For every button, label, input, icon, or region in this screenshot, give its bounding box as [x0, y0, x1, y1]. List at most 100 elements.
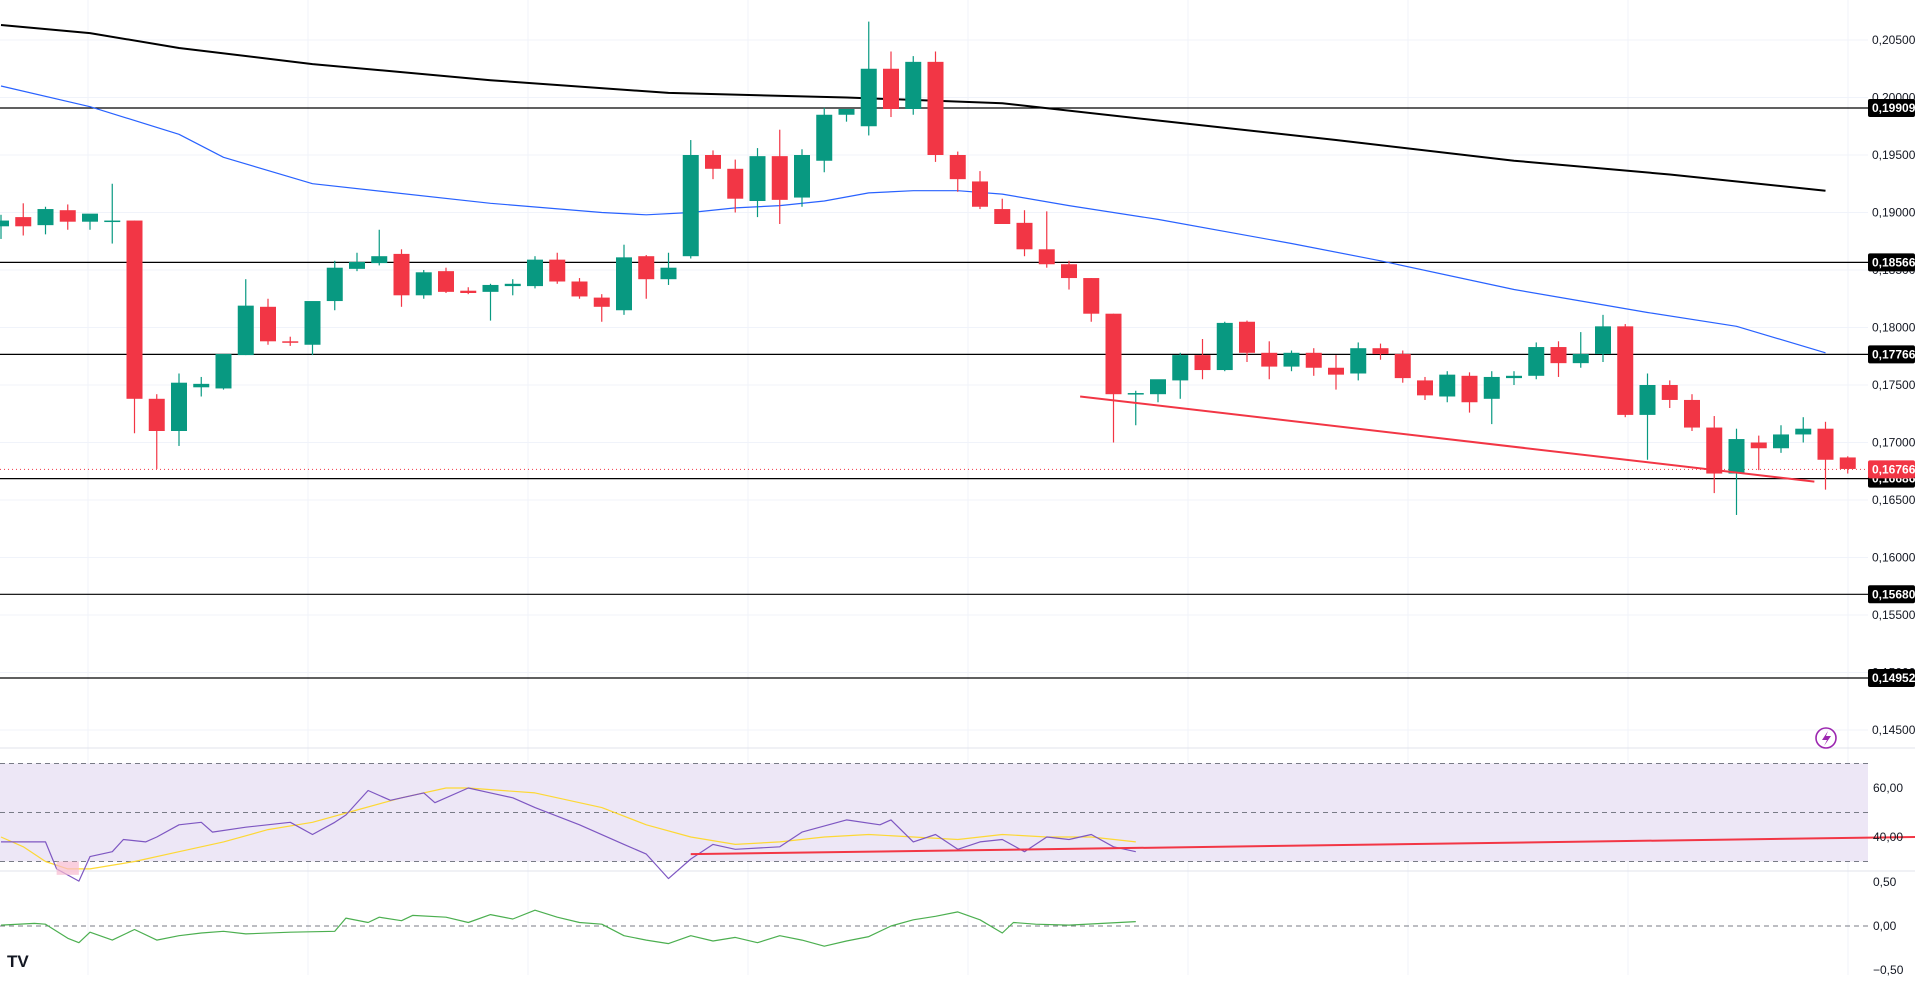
candle-down[interactable]: [126, 220, 143, 434]
candle-down[interactable]: [1016, 210, 1033, 257]
price-axis[interactable]: 0,205000,200000,195000,190000,185000,180…: [1868, 33, 1915, 977]
candle-body: [794, 155, 810, 198]
candle-down[interactable]: [1105, 313, 1122, 443]
candle-down[interactable]: [59, 204, 76, 230]
candle-body: [727, 168, 744, 199]
candle-up[interactable]: [37, 206, 54, 235]
oscillator-pane[interactable]: [0, 909, 1868, 947]
candle-down[interactable]: [1372, 343, 1389, 360]
candle-up[interactable]: [504, 279, 521, 296]
candle-down[interactable]: [549, 252, 566, 284]
lightning-icon[interactable]: [1815, 727, 1837, 749]
level-label: 0,15680: [1872, 587, 1915, 601]
candle-up[interactable]: [1283, 350, 1300, 372]
candle-up[interactable]: [1572, 332, 1589, 368]
candle-body: [193, 383, 210, 388]
candle-up[interactable]: [1506, 371, 1522, 385]
candle-up[interactable]: [527, 256, 543, 289]
candle-up[interactable]: [616, 244, 632, 315]
candle-down[interactable]: [1305, 348, 1322, 376]
candle-body: [1328, 367, 1344, 375]
candle-up[interactable]: [682, 140, 699, 259]
candle-body: [0, 220, 9, 227]
candle-up[interactable]: [1172, 352, 1189, 399]
candle-down[interactable]: [1328, 355, 1344, 390]
candle-down[interactable]: [148, 394, 165, 469]
candle-down[interactable]: [1706, 416, 1723, 494]
candle-down[interactable]: [571, 278, 588, 299]
candle-up[interactable]: [1350, 342, 1367, 381]
candle-down[interactable]: [638, 255, 655, 299]
candle-up[interactable]: [104, 183, 121, 244]
candle-down[interactable]: [1038, 211, 1055, 268]
candle-up[interactable]: [215, 353, 232, 390]
candle-down[interactable]: [1839, 456, 1856, 474]
candle-down[interactable]: [15, 203, 32, 236]
candle-up[interactable]: [371, 229, 388, 266]
candle-down[interactable]: [883, 51, 899, 118]
candle-down[interactable]: [1261, 341, 1278, 380]
candle-down[interactable]: [771, 129, 788, 224]
candle-up[interactable]: [1439, 371, 1456, 403]
candle-up[interactable]: [482, 283, 499, 321]
candle-down[interactable]: [1617, 324, 1634, 418]
candle-up[interactable]: [237, 279, 254, 356]
candle-up[interactable]: [1595, 314, 1611, 362]
candle-up[interactable]: [1528, 342, 1545, 380]
candle-down[interactable]: [1239, 320, 1255, 362]
tradingview-logo-icon[interactable]: TV: [7, 952, 29, 971]
candle-down[interactable]: [1394, 350, 1411, 383]
candle-down[interactable]: [1461, 372, 1478, 413]
candle-up[interactable]: [1127, 390, 1144, 426]
candle-down[interactable]: [1417, 376, 1433, 400]
candle-down[interactable]: [260, 298, 276, 345]
candle-down[interactable]: [1194, 339, 1211, 380]
candle-down[interactable]: [1750, 435, 1767, 471]
candle-down[interactable]: [994, 198, 1011, 224]
candle-down[interactable]: [727, 159, 744, 213]
candle-down[interactable]: [438, 267, 454, 293]
current-price-label-box: [1868, 460, 1915, 479]
candle-up[interactable]: [304, 301, 321, 356]
candle-down[interactable]: [1661, 380, 1678, 408]
candle-up[interactable]: [1483, 371, 1500, 425]
candle-up[interactable]: [171, 373, 187, 446]
candle-up[interactable]: [0, 214, 9, 239]
candle-down[interactable]: [1817, 421, 1834, 490]
candle-up[interactable]: [838, 109, 855, 122]
candle-up[interactable]: [1773, 425, 1789, 453]
candle-up[interactable]: [905, 56, 922, 115]
candle-up[interactable]: [1150, 379, 1166, 403]
candle-down[interactable]: [705, 150, 721, 180]
candle-down[interactable]: [972, 171, 988, 210]
candle-up[interactable]: [1216, 321, 1233, 372]
candle-down[interactable]: [1083, 278, 1100, 322]
candle-up[interactable]: [326, 260, 343, 311]
candle-up[interactable]: [82, 213, 98, 230]
candle-up[interactable]: [1639, 373, 1656, 460]
candle-up[interactable]: [349, 252, 365, 272]
candle-up[interactable]: [1795, 417, 1812, 443]
candle-down[interactable]: [1550, 341, 1567, 377]
candle-down[interactable]: [593, 294, 610, 322]
rsi-pane[interactable]: [0, 763, 1915, 882]
candle-up[interactable]: [660, 252, 677, 285]
candle-up[interactable]: [816, 107, 833, 173]
candle-up[interactable]: [794, 149, 810, 207]
price-pane[interactable]: [0, 21, 1868, 679]
candle-body: [37, 209, 54, 226]
candle-down[interactable]: [1684, 394, 1700, 431]
candle-up[interactable]: [749, 148, 766, 218]
candle-down[interactable]: [393, 249, 410, 307]
candle-up[interactable]: [415, 270, 432, 299]
candle-down[interactable]: [927, 51, 944, 162]
candle-down[interactable]: [460, 287, 477, 295]
candle-up[interactable]: [193, 376, 210, 397]
candle-down[interactable]: [949, 151, 966, 192]
candle-body: [349, 261, 365, 269]
candle-down[interactable]: [1061, 260, 1077, 290]
candle-up[interactable]: [860, 21, 877, 136]
candle-down[interactable]: [282, 336, 299, 346]
